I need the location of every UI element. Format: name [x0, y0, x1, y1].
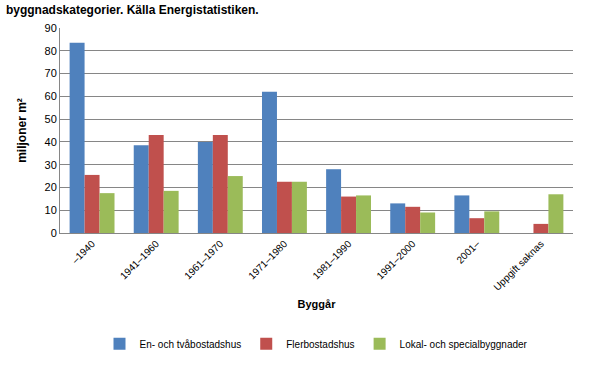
svg-text:byggnadskategorier. Källa Ener: byggnadskategorier. Källa Energistatisti… [6, 3, 259, 17]
svg-text:20: 20 [45, 181, 57, 193]
svg-text:Flerbostadshus: Flerbostadshus [286, 339, 354, 350]
svg-text:70: 70 [45, 67, 57, 79]
svg-text:En- och tvåbostadshus: En- och tvåbostadshus [140, 339, 242, 350]
svg-text:2001–: 2001– [454, 238, 482, 266]
svg-text:90: 90 [45, 22, 57, 34]
svg-text:30: 30 [45, 159, 57, 171]
svg-text:Uppgift saknas: Uppgift saknas [491, 238, 546, 293]
svg-text:Lokal- och specialbyggnader: Lokal- och specialbyggnader [400, 339, 528, 350]
svg-text:1971–1980: 1971–1980 [246, 238, 289, 281]
svg-text:miljoner m²: miljoner m² [15, 98, 29, 163]
svg-text:1991–2000: 1991–2000 [374, 238, 417, 281]
svg-text:0: 0 [51, 227, 57, 239]
svg-text:60: 60 [45, 90, 57, 102]
svg-text:10: 10 [45, 204, 57, 216]
svg-text:80: 80 [45, 45, 57, 57]
svg-text:1961–1970: 1961–1970 [182, 238, 225, 281]
svg-text:50: 50 [45, 113, 57, 125]
svg-text:–1940: –1940 [70, 238, 98, 266]
svg-text:1981–1990: 1981–1990 [310, 238, 353, 281]
svg-text:40: 40 [45, 136, 57, 148]
svg-text:Byggår: Byggår [298, 298, 337, 310]
svg-text:1941–1960: 1941–1960 [118, 238, 161, 281]
